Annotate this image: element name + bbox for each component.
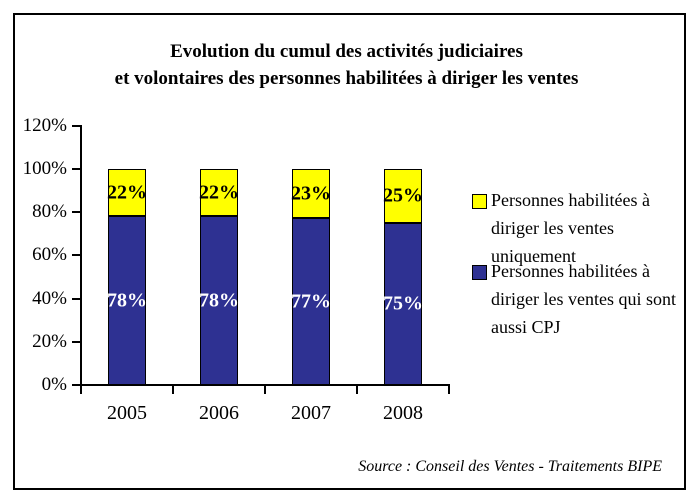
legend-label: Personnes habilitées à diriger les vente… xyxy=(491,190,650,266)
bar-segment: 78% xyxy=(199,216,239,385)
bar-segment: 78% xyxy=(107,216,147,385)
source-caption: Source : Conseil des Ventes - Traitement… xyxy=(358,458,662,475)
bar-value-label: 78% xyxy=(199,289,239,312)
legend-item: Personnes habilitées à diriger les vente… xyxy=(472,186,687,270)
bar-value-label: 22% xyxy=(199,181,239,204)
y-axis-tick xyxy=(72,254,81,257)
bar-segment: 25% xyxy=(383,168,423,223)
bar-segment: 77% xyxy=(291,218,331,385)
x-axis-category-label: 2005 xyxy=(107,402,147,424)
y-axis-line xyxy=(80,125,82,386)
y-axis-tick xyxy=(72,211,81,213)
x-axis-category-label: 2007 xyxy=(291,402,331,424)
bar-segment: 22% xyxy=(199,168,239,217)
chart-title: Evolution du cumul des activités judicia… xyxy=(20,38,673,92)
legend-item: Personnes habilitées à diriger les vente… xyxy=(472,257,687,341)
x-axis-line xyxy=(80,384,450,386)
y-axis-tick-label: 20% xyxy=(32,330,67,352)
bar-value-label: 25% xyxy=(383,184,423,207)
legend-swatch xyxy=(472,194,487,209)
y-axis-tick xyxy=(72,384,81,386)
y-axis-tick xyxy=(72,124,81,127)
y-axis-tick-label: 120% xyxy=(22,114,67,136)
y-axis-tick-label: 100% xyxy=(22,157,67,179)
x-axis-tick xyxy=(172,386,174,394)
y-axis-tick xyxy=(72,340,81,343)
y-axis-tick xyxy=(72,297,81,300)
legend-label: Personnes habilitées à diriger les vente… xyxy=(491,261,676,337)
x-axis-tick xyxy=(264,386,266,394)
x-axis-category-label: 2006 xyxy=(199,402,239,424)
y-axis-tick-label: 60% xyxy=(32,244,67,266)
bar-value-label: 77% xyxy=(291,290,331,313)
y-axis-tick-label: 80% xyxy=(32,201,67,222)
x-axis-tick xyxy=(448,386,450,394)
bar-value-label: 23% xyxy=(291,182,331,205)
y-axis-tick-label: 40% xyxy=(32,287,67,309)
bar-value-label: 78% xyxy=(107,289,147,312)
bar-segment: 22% xyxy=(107,168,147,217)
chart-title-line2: et volontaires des personnes habilitées … xyxy=(114,68,579,89)
x-axis-tick xyxy=(356,386,358,394)
y-axis-tick xyxy=(72,167,81,170)
x-axis-category-label: 2008 xyxy=(383,402,423,424)
bar-segment: 23% xyxy=(291,168,331,219)
bar-value-label: 75% xyxy=(383,292,423,315)
bar-segment: 75% xyxy=(383,222,423,385)
chart-title-line1: Evolution du cumul des activités judicia… xyxy=(170,41,523,62)
y-axis-tick-label: 0% xyxy=(41,374,67,395)
bar-value-label: 22% xyxy=(107,181,147,204)
legend-swatch xyxy=(472,265,487,280)
x-axis-tick xyxy=(80,386,82,394)
chart-border xyxy=(13,13,686,490)
